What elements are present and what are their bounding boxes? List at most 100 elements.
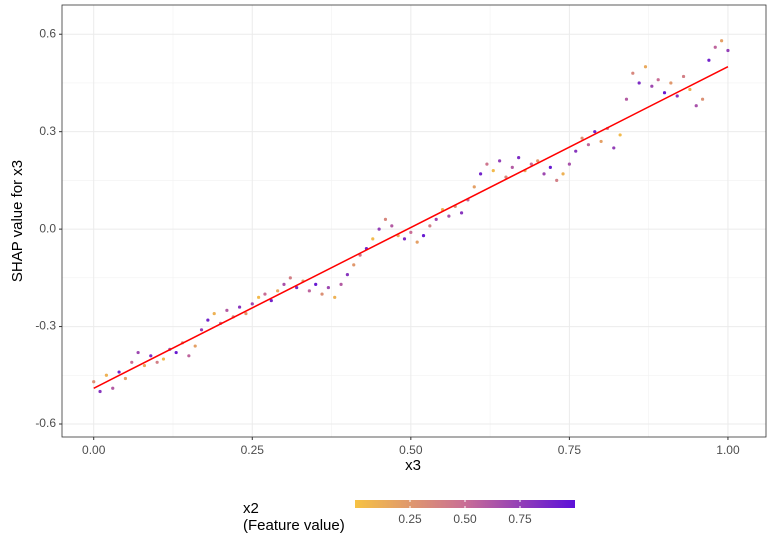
point [504, 175, 508, 179]
point [593, 130, 597, 134]
point [656, 78, 660, 82]
point [352, 263, 356, 267]
panel-border [61, 4, 767, 438]
point [650, 84, 654, 88]
point [415, 240, 419, 244]
colorbar-subtitle: (Feature value) [243, 517, 345, 534]
point [510, 165, 514, 170]
point [669, 81, 673, 85]
point [402, 237, 407, 241]
point [498, 159, 502, 163]
point [269, 298, 273, 303]
point [548, 165, 552, 170]
point [447, 214, 451, 218]
point [333, 295, 337, 299]
colorbar-tick-label: 0.75 [508, 512, 532, 526]
point [199, 328, 204, 332]
point [536, 159, 540, 163]
point [250, 302, 254, 306]
point [244, 311, 248, 316]
x-tick-label: 0.75 [558, 443, 582, 457]
point [409, 230, 413, 234]
point [561, 172, 565, 176]
point [282, 282, 286, 286]
point [707, 58, 711, 62]
point [320, 292, 324, 296]
point [104, 373, 108, 377]
point [142, 363, 147, 368]
point [643, 65, 648, 69]
point [345, 272, 350, 277]
point [675, 94, 679, 98]
point [117, 370, 121, 374]
point [434, 217, 438, 221]
point [111, 386, 115, 390]
point [478, 172, 483, 176]
point [599, 139, 603, 144]
colorbar-tick-label: 0.50 [453, 512, 477, 526]
point [295, 285, 299, 290]
colorbar [355, 500, 575, 508]
point [688, 87, 692, 92]
point [288, 276, 292, 280]
point [130, 360, 134, 364]
colorbar-title: x2 [243, 500, 259, 517]
point [459, 211, 464, 215]
point [574, 149, 578, 153]
point [383, 217, 388, 221]
point [421, 234, 426, 238]
point [700, 97, 705, 101]
point [206, 318, 210, 322]
point [149, 354, 153, 358]
point [174, 350, 178, 355]
point [263, 292, 267, 296]
point [123, 376, 128, 381]
point [681, 74, 686, 79]
point [307, 289, 311, 293]
point [637, 81, 641, 85]
y-axis-title: SHAP value for x3 [9, 160, 26, 282]
point [726, 48, 730, 53]
point [92, 380, 96, 384]
point [472, 185, 476, 189]
colorbar-tick-label: 0.25 [398, 512, 422, 526]
point [161, 357, 166, 361]
y-tick-label: 0.0 [39, 221, 56, 235]
point [212, 311, 216, 316]
point [257, 295, 261, 299]
point [517, 156, 521, 160]
point [662, 91, 667, 95]
point [314, 282, 318, 286]
point [339, 282, 343, 286]
point [713, 45, 717, 49]
point [542, 172, 546, 176]
y-tick-label: 0.6 [39, 26, 56, 40]
point [187, 354, 191, 358]
point [618, 133, 622, 137]
point [555, 178, 559, 182]
point [237, 305, 242, 309]
point [586, 143, 591, 147]
point [225, 308, 229, 312]
point [193, 344, 197, 348]
point [371, 237, 375, 241]
point [136, 350, 140, 355]
point [98, 389, 102, 394]
panel [62, 5, 766, 437]
x-axis-title: x3 [405, 457, 421, 474]
x-tick-label: 0.50 [399, 443, 423, 457]
point [428, 224, 432, 228]
y-tick-label: 0.3 [39, 124, 56, 138]
y-tick-label: -0.6 [35, 416, 56, 430]
x-tick-label: 1.00 [716, 443, 740, 457]
point [377, 227, 381, 231]
point [567, 162, 571, 166]
x-tick-label: 0.00 [82, 443, 106, 457]
point [276, 289, 280, 293]
point [624, 97, 629, 101]
point [612, 146, 616, 150]
y-tick-label: -0.3 [35, 319, 56, 333]
point [491, 169, 495, 173]
point [155, 360, 159, 364]
